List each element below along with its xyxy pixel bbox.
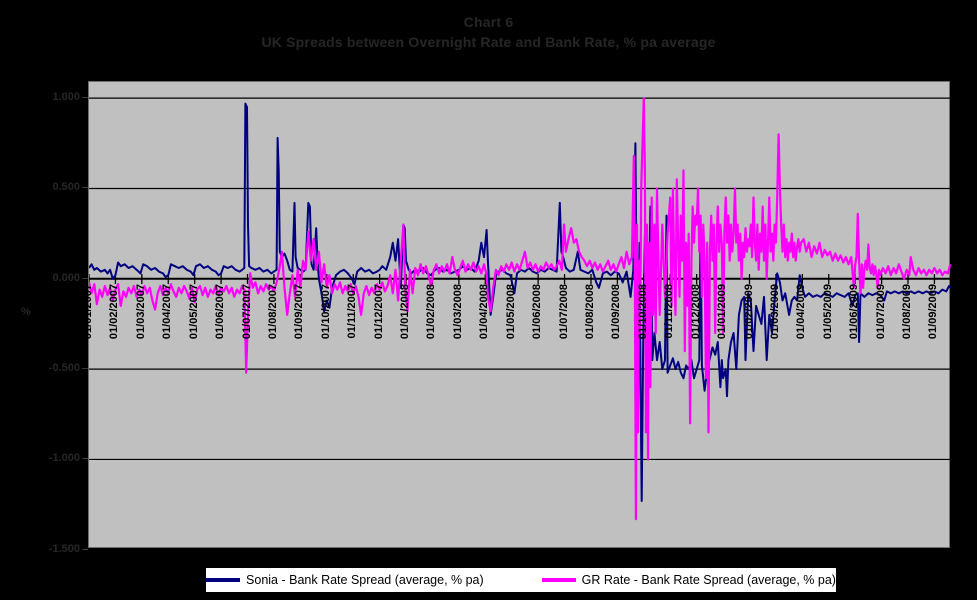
x-axis-label: 01/11/2008 [663, 284, 676, 339]
legend-entry-sonia: Sonia - Bank Rate Spread (average, % pa) [206, 573, 484, 587]
x-axis-label: 01/03/2009 [768, 284, 781, 340]
x-axis-label: 01/07/2007 [240, 284, 253, 340]
legend-entry-gr-rate: GR Rate - Bank Rate Spread (average, % p… [541, 573, 836, 587]
x-axis-label: 01/07/2009 [874, 284, 887, 340]
x-axis-label: 01/08/2007 [266, 284, 279, 340]
x-axis-label: 01/08/2009 [901, 284, 914, 340]
legend: Sonia - Bank Rate Spread (average, % pa)… [205, 567, 837, 593]
y-axis-tick [82, 187, 88, 189]
x-axis-label: 01/11/2007 [346, 284, 359, 339]
x-axis-label: 01/05/2009 [821, 284, 834, 340]
x-axis-label: 01/08/2008 [583, 284, 596, 340]
x-axis-label: 01/03/2008 [451, 284, 464, 340]
y-axis-label: 1.000 [52, 91, 80, 104]
x-axis-label: 01/07/2008 [557, 284, 570, 340]
y-axis-tick [82, 458, 88, 460]
gr-rate-series-line [89, 97, 951, 521]
chart-title: Chart 6 [463, 14, 514, 30]
x-axis-label: 01/02/2008 [425, 284, 438, 340]
y-axis-tick [82, 97, 88, 99]
legend-label: GR Rate - Bank Rate Spread (average, % p… [581, 573, 836, 587]
x-axis-label: 01/10/2007 [319, 284, 332, 340]
x-axis-label: 01/04/2008 [478, 284, 491, 340]
x-axis-label: 01/03/2007 [134, 284, 147, 340]
x-axis-label: 01/01/2008 [399, 284, 412, 340]
x-axis-label: 01/12/2008 [689, 284, 702, 340]
sonia-series-line [89, 102, 951, 502]
y-axis-title: % [21, 306, 31, 318]
y-axis-tick [82, 368, 88, 370]
legend-line-swatch [206, 578, 241, 582]
x-axis-label: 01/09/2007 [293, 284, 306, 340]
y-axis-label: -1.500 [48, 542, 80, 555]
x-axis-label: 01/09/2008 [610, 284, 623, 340]
x-axis-label: 01/02/2009 [742, 284, 755, 340]
y-axis-label: 0.500 [52, 181, 80, 194]
y-axis-label: -1.000 [48, 452, 80, 465]
y-axis-tick [82, 277, 88, 279]
x-axis-label: 01/10/2008 [636, 284, 649, 340]
x-axis-label: 01/01/2007 [82, 284, 94, 340]
x-axis-label: 01/06/2007 [214, 284, 227, 340]
y-axis-label: 0.000 [52, 271, 80, 284]
plot-svg [89, 97, 951, 521]
x-axis-label: 01/01/2009 [716, 284, 729, 340]
x-axis-label: 01/04/2007 [161, 284, 174, 340]
y-axis-tick [82, 548, 88, 550]
legend-line-swatch [541, 578, 576, 582]
plot-area [88, 81, 951, 548]
x-axis-label: 01/06/2008 [531, 284, 544, 340]
y-axis-label: -0.500 [48, 362, 80, 375]
x-axis-label: 01/04/2009 [795, 284, 808, 340]
x-axis-label: 01/12/2007 [372, 284, 385, 340]
x-axis-label: 01/09/2009 [927, 284, 940, 340]
x-axis-label: 01/02/2007 [108, 284, 121, 340]
legend-label: Sonia - Bank Rate Spread (average, % pa) [246, 573, 484, 587]
x-axis-label: 01/06/2009 [848, 284, 861, 340]
x-axis-label: 01/05/2008 [504, 284, 517, 340]
x-axis-label: 01/05/2007 [187, 284, 200, 340]
chart-subtitle: UK Spreads between Overnight Rate and Ba… [261, 34, 716, 50]
